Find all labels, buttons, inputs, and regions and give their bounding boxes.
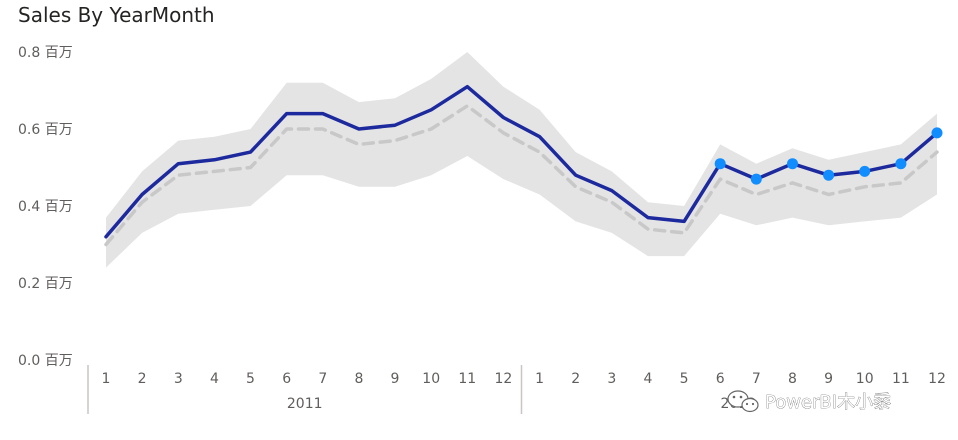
x-tick-label: 12 bbox=[928, 371, 946, 387]
band-area bbox=[106, 52, 937, 268]
forecast-band bbox=[106, 52, 937, 268]
x-tick-label: 3 bbox=[607, 371, 616, 387]
x-tick-label: 5 bbox=[680, 371, 689, 387]
watermark-text: PowerBI木小黍 bbox=[765, 392, 891, 413]
marker-layer bbox=[714, 127, 943, 185]
data-point bbox=[714, 158, 726, 170]
x-tick-label: 7 bbox=[752, 371, 761, 387]
data-point bbox=[859, 165, 871, 177]
y-tick-label: 0.6 百万 bbox=[18, 122, 73, 138]
y-tick-label: 0.2 百万 bbox=[18, 276, 73, 292]
x-tick-label: 1 bbox=[535, 371, 544, 387]
series-line-dashed bbox=[104, 104, 939, 247]
data-point bbox=[750, 173, 762, 185]
x-tick-label: 4 bbox=[644, 371, 653, 387]
x-tick-label: 11 bbox=[458, 371, 476, 387]
y-tick-label: 0.4 百万 bbox=[18, 199, 73, 215]
x-tick-label: 10 bbox=[856, 371, 874, 387]
watermark: PowerBI木小黍 bbox=[727, 390, 891, 413]
x-tick-label: 6 bbox=[282, 371, 291, 387]
x-tick-label: 9 bbox=[391, 371, 400, 387]
x-tick-label: 3 bbox=[174, 371, 183, 387]
x-tick-label: 12 bbox=[494, 371, 512, 387]
series-line-solid bbox=[104, 84, 939, 239]
chart-title: Sales By YearMonth bbox=[18, 3, 215, 27]
data-point bbox=[931, 127, 943, 139]
y-axis: 0.0 百万 0.2 百万 0.4 百万 0.6 百万 0.8 百万 bbox=[18, 45, 73, 369]
y-tick-label: 0.0 百万 bbox=[18, 353, 73, 369]
x-tick-label: 10 bbox=[422, 371, 440, 387]
x-tick-label: 11 bbox=[892, 371, 910, 387]
x-tick-label: 1 bbox=[102, 371, 111, 387]
data-point bbox=[823, 169, 835, 181]
x-tick-label: 2 bbox=[571, 371, 580, 387]
x-tick-label: 4 bbox=[210, 371, 219, 387]
y-tick-label: 0.8 百万 bbox=[18, 45, 73, 61]
x-tick-label: 6 bbox=[716, 371, 725, 387]
x-tick-label: 9 bbox=[824, 371, 833, 387]
x-group-label: 2011 bbox=[287, 396, 323, 412]
x-tick-label: 8 bbox=[788, 371, 797, 387]
series-layer bbox=[104, 84, 939, 247]
data-point bbox=[895, 158, 907, 170]
wechat-icon bbox=[727, 390, 759, 413]
x-tick-label: 2 bbox=[138, 371, 147, 387]
data-point bbox=[787, 158, 798, 170]
x-tick-label: 8 bbox=[354, 371, 363, 387]
x-tick-label: 7 bbox=[318, 371, 327, 387]
x-axis: 12345678910111212345678910111220112012 bbox=[87, 365, 946, 414]
x-tick-label: 5 bbox=[246, 371, 255, 387]
